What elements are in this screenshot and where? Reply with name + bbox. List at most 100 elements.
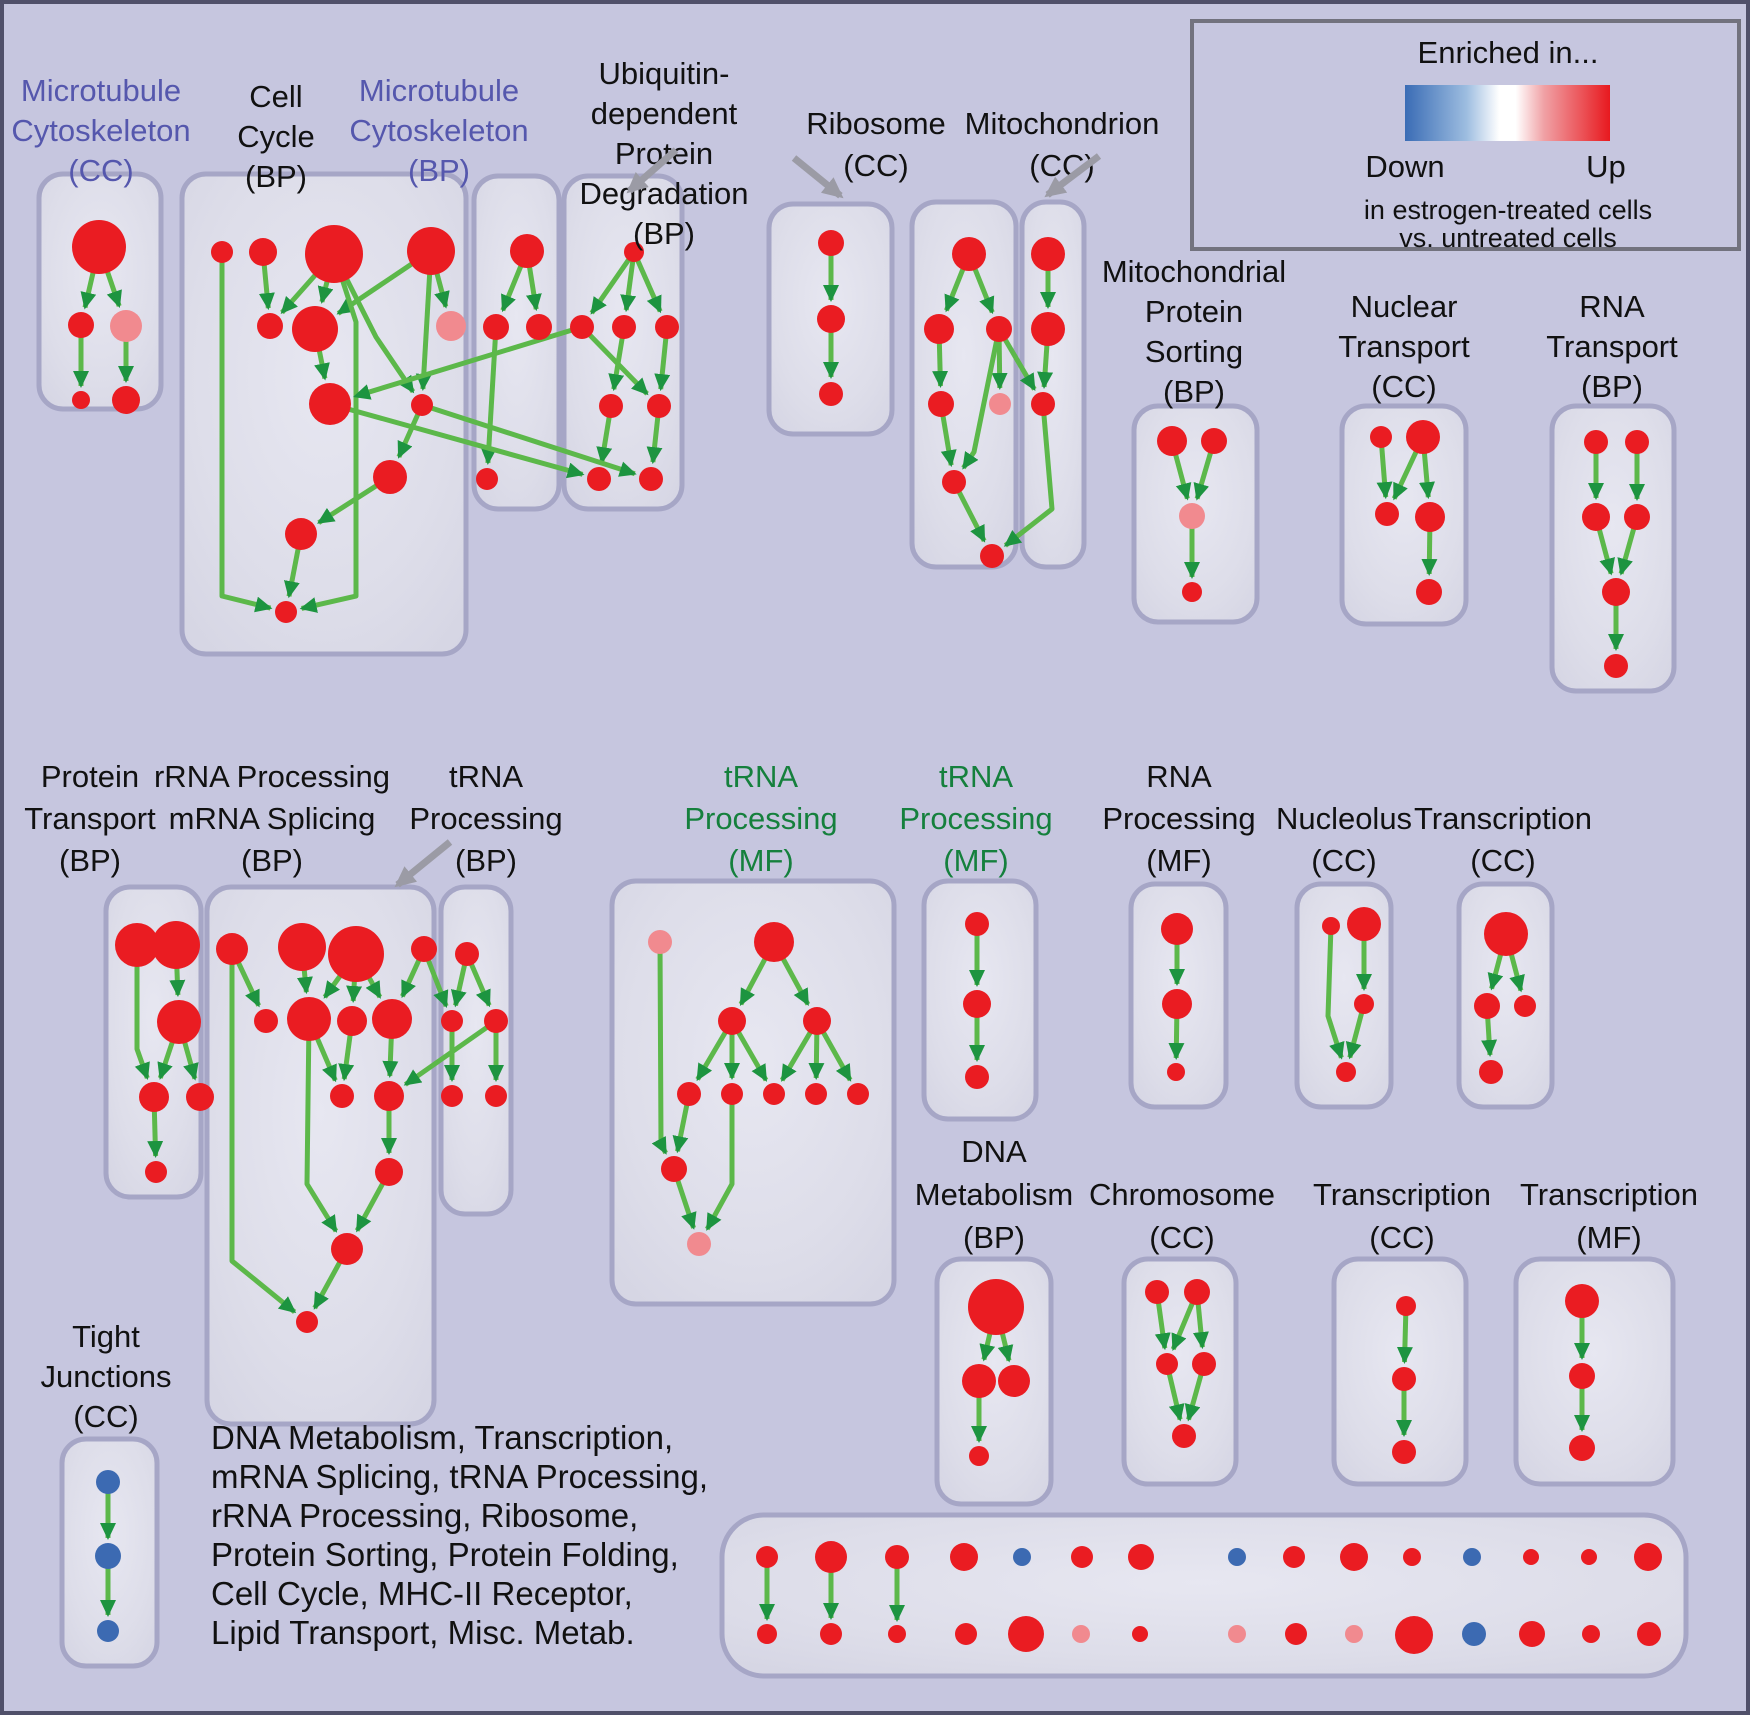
- cluster-label-ribosome-cc: (CC): [843, 148, 908, 183]
- cluster-label-microtubule-cytoskeleton-cc: Microtubule: [21, 73, 181, 108]
- go-term-node-red: [1519, 1621, 1545, 1647]
- go-term-node-red: [407, 227, 455, 275]
- go-term-node-red: [186, 1083, 214, 1111]
- go-term-node-red: [718, 1007, 746, 1035]
- go-term-node-red: [756, 1546, 778, 1568]
- go-term-node-red: [1392, 1367, 1416, 1391]
- go-term-node-red: [373, 460, 407, 494]
- go-term-node-red: [1514, 995, 1536, 1017]
- go-term-node-red: [928, 391, 954, 417]
- go-term-node-red: [1340, 1543, 1368, 1571]
- go-term-node-red: [1584, 430, 1608, 454]
- cluster-label-trna-processing-bp: tRNA: [449, 759, 523, 794]
- go-term-node-red: [587, 467, 611, 491]
- cluster-label-mitochondrial-protein-sorting-bp: Mitochondrial: [1102, 254, 1286, 289]
- go-term-node-red: [1375, 502, 1399, 526]
- cluster-box-microtubule-cytoskeleton-cc: [36, 171, 164, 412]
- go-term-node-red: [963, 990, 991, 1018]
- go-term-node-red: [1484, 912, 1528, 956]
- go-term-node-red: [139, 1082, 169, 1112]
- go-term-node-blue: [95, 1543, 121, 1569]
- go-term-node-red: [1132, 1626, 1148, 1642]
- legend-subtitle-line2: vs. untreated cells: [1399, 223, 1617, 253]
- go-term-node-red: [1569, 1435, 1595, 1461]
- cluster-label-protein-transport-bp: Transport: [24, 801, 156, 836]
- go-term-node-red: [647, 394, 671, 418]
- go-term-node-red: [1347, 907, 1381, 941]
- cluster-label-transcription-cc-2: (CC): [1369, 1220, 1434, 1255]
- cluster-label-microtubule-cytoskeleton-cc: (CC): [68, 153, 133, 188]
- cluster-label-cell-cycle-bp: Cycle: [237, 119, 315, 154]
- cross-edge: [421, 402, 637, 477]
- go-term-node-red: [1354, 994, 1374, 1014]
- go-term-node-red: [962, 1364, 996, 1398]
- go-term-node-red: [1172, 1424, 1196, 1448]
- go-term-node-pink: [989, 393, 1011, 415]
- cluster-label-mitochondrial-protein-sorting-bp: Protein: [1145, 294, 1243, 329]
- cluster-box-ribosome-cc: [909, 199, 1019, 570]
- misc-text-line: mRNA Splicing, tRNA Processing,: [211, 1458, 709, 1495]
- go-term-node-red: [72, 220, 126, 274]
- edge-rrna-processing-mrna-splicing-bp: [229, 949, 297, 1314]
- cluster-label-dna-metabolism-bp: (BP): [963, 1220, 1025, 1255]
- go-term-node-blue: [97, 1620, 119, 1642]
- go-term-node-red: [485, 1085, 507, 1107]
- cluster-label-tight-junctions-cc: Tight: [72, 1319, 140, 1354]
- go-term-node-red: [955, 1623, 977, 1645]
- cluster-label-trna-processing-mf-1: tRNA: [724, 759, 798, 794]
- nodes: [68, 220, 1662, 1654]
- go-term-node-red: [763, 1083, 785, 1105]
- cluster-label-rna-processing-mf: Processing: [1102, 801, 1255, 836]
- go-term-node-pink: [1179, 503, 1205, 529]
- cluster-box-chromosome-cc: [1121, 1256, 1239, 1487]
- go-term-node-pink: [1345, 1625, 1363, 1643]
- cluster-label-mitochondrion-cc: Mitochondrion: [965, 106, 1160, 141]
- cluster-box-nuclear-transport-cc: [1339, 403, 1469, 627]
- go-term-node-red: [1403, 1548, 1421, 1566]
- cluster-label-transcription-cc-1: (CC): [1470, 843, 1535, 878]
- go-term-node-red: [639, 467, 663, 491]
- go-term-node-red: [455, 942, 479, 966]
- annotation-arrow: [626, 147, 679, 194]
- go-term-node-blue: [1463, 1548, 1481, 1566]
- go-term-node-red: [152, 921, 200, 969]
- go-term-node-red: [441, 1010, 463, 1032]
- cluster-label-nuclear-transport-cc: (CC): [1371, 369, 1436, 404]
- go-term-node-red: [952, 237, 986, 271]
- go-term-node-red: [1634, 1543, 1662, 1571]
- go-term-node-red: [888, 1625, 906, 1643]
- legend: Enriched in... Down Up in estrogen-treat…: [1190, 19, 1741, 253]
- legend-title: Enriched in...: [1417, 35, 1599, 70]
- go-term-node-red: [847, 1083, 869, 1105]
- go-term-node-red: [1406, 420, 1440, 454]
- cluster-label-tight-junctions-cc: (CC): [73, 1399, 138, 1434]
- go-term-node-red: [331, 1233, 363, 1265]
- go-term-node-red: [1162, 989, 1192, 1019]
- go-term-node-red: [330, 1084, 354, 1108]
- go-term-node-red: [754, 922, 794, 962]
- go-term-node-red: [1184, 1279, 1210, 1305]
- cluster-label-rrna-processing-mrna-splicing-bp: mRNA Splicing: [169, 801, 376, 836]
- go-term-node-red: [115, 923, 159, 967]
- cluster-label-tight-junctions-cc: Junctions: [41, 1359, 172, 1394]
- go-term-node-red: [1582, 503, 1610, 531]
- go-term-node-red: [721, 1083, 743, 1105]
- go-term-node-red: [815, 1541, 847, 1573]
- go-term-node-red: [965, 1065, 989, 1089]
- edge-cell-cycle-bp: [299, 253, 359, 613]
- go-term-node-red: [969, 1446, 989, 1466]
- go-term-node-red: [1474, 993, 1500, 1019]
- go-term-node-red: [211, 241, 233, 263]
- go-term-node-red: [980, 544, 1004, 568]
- cluster-label-trna-processing-mf-2: (MF): [943, 843, 1008, 878]
- go-term-node-blue: [1462, 1622, 1486, 1646]
- cluster-label-transcription-mf: (MF): [1576, 1220, 1641, 1255]
- edge-ubiquitin-dependent-protein-degradation-bp: [589, 250, 637, 315]
- go-term-node-red: [441, 1085, 463, 1107]
- go-term-node-red: [411, 936, 437, 962]
- go-term-node-red: [1008, 1616, 1044, 1652]
- cluster-label-ubiquitin-dependent-protein-degradation-bp: dependent: [591, 96, 738, 131]
- go-term-node-red: [1322, 917, 1340, 935]
- go-term-node-red: [1201, 428, 1227, 454]
- go-term-node-red: [411, 394, 433, 416]
